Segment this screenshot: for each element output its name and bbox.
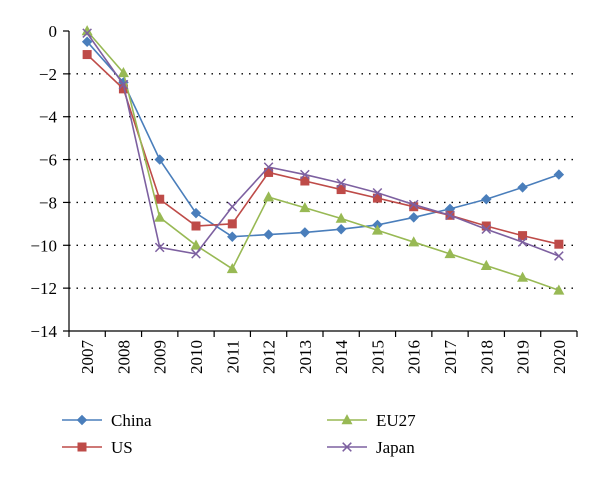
- data-point-eu27: [371, 224, 383, 235]
- legend-label: EU27: [376, 411, 416, 430]
- legend-label: Japan: [376, 438, 415, 457]
- x-tick-label: 2019: [514, 340, 533, 374]
- y-tick-label: −10: [30, 236, 57, 255]
- data-point-china: [263, 229, 274, 240]
- data-point-japan: [263, 162, 274, 172]
- data-point-eu27: [408, 236, 420, 247]
- data-point-eu27: [480, 259, 492, 270]
- data-point-eu27: [517, 271, 529, 282]
- data-point-china: [81, 36, 93, 47]
- axes: 0 −2 −4 −6 −8 −10 −12 −14 2007 2008 2009 2010 2011 20…: [30, 22, 578, 375]
- series-line-us: [86, 53, 560, 245]
- y-tick-label: −8: [39, 193, 57, 212]
- data-point-japan: [408, 199, 419, 210]
- data-point-us: [518, 231, 528, 241]
- data-point-eu27: [154, 211, 166, 222]
- series-line-japan: [86, 32, 560, 257]
- data-point-eu27: [553, 284, 565, 295]
- data-point-japan: [191, 249, 201, 259]
- data-point-japan: [227, 201, 238, 212]
- data-point-eu27: [299, 201, 311, 213]
- legend-marker-japan: [342, 442, 352, 452]
- data-point-japan: [372, 187, 383, 198]
- data-point-japan: [118, 79, 129, 90]
- data-point-china: [227, 231, 238, 242]
- data-point-eu27: [444, 248, 456, 259]
- data-point-us: [409, 202, 419, 212]
- data-point-us: [300, 176, 310, 186]
- data-point-eu27: [263, 191, 275, 202]
- data-point-china: [408, 212, 419, 223]
- data-point-us: [155, 194, 165, 204]
- y-tick-label: −2: [39, 65, 57, 84]
- legend-label: US: [111, 438, 133, 457]
- x-tick-label: 2020: [550, 340, 569, 374]
- x-tick-label: 2007: [78, 340, 97, 375]
- x-tick-label: 2010: [187, 340, 206, 374]
- legend-marker-eu27: [341, 414, 353, 425]
- series-eu27: [81, 25, 565, 295]
- x-tick-label: 2011: [223, 340, 242, 373]
- data-point-china: [517, 182, 528, 193]
- legend-item-us: US: [62, 438, 133, 457]
- legend-marker-us: [77, 442, 87, 452]
- x-tick-label: 2018: [477, 340, 496, 374]
- legend-item-china: China: [62, 411, 152, 430]
- data-point-china: [481, 193, 492, 205]
- series-japan: [82, 28, 564, 261]
- series-china: [81, 36, 565, 242]
- y-tick-label: −4: [39, 108, 58, 127]
- data-point-us: [191, 221, 201, 231]
- data-point-japan: [517, 237, 528, 247]
- data-point-china: [335, 223, 347, 235]
- data-point-eu27: [190, 239, 202, 250]
- data-point-china: [553, 169, 565, 180]
- legend-item-eu27: EU27: [327, 411, 416, 430]
- data-point-china: [154, 154, 165, 165]
- x-tick-label: 2009: [151, 340, 170, 374]
- x-tick-label: 2012: [260, 340, 279, 374]
- data-point-us: [82, 50, 92, 60]
- y-tick-label: −14: [30, 322, 57, 341]
- series-lines: [81, 25, 565, 295]
- data-point-us: [554, 239, 564, 249]
- data-point-japan: [154, 242, 165, 253]
- x-tick-label: 2016: [405, 340, 424, 374]
- x-tick-label: 2008: [114, 340, 133, 374]
- data-point-us: [372, 193, 382, 203]
- data-point-china: [190, 207, 202, 219]
- y-tick-label: −12: [30, 279, 57, 298]
- x-tick-label: 2013: [296, 340, 315, 374]
- data-point-eu27: [226, 263, 238, 274]
- legend-item-japan: Japan: [327, 438, 415, 457]
- y-tick-label: 0: [49, 22, 58, 41]
- x-tick-label: 2014: [332, 340, 351, 375]
- data-point-eu27: [335, 212, 347, 223]
- data-point-japan: [445, 210, 455, 221]
- y-tick-label: −6: [39, 151, 57, 170]
- data-point-us: [336, 185, 346, 195]
- legend-label: China: [111, 411, 152, 430]
- x-tick-label: 2015: [368, 340, 387, 374]
- data-point-japan: [300, 169, 310, 180]
- data-point-japan: [336, 178, 346, 188]
- series-line-china: [86, 41, 560, 238]
- data-point-japan: [554, 251, 564, 261]
- data-point-eu27: [117, 66, 129, 78]
- data-point-us: [227, 219, 237, 229]
- legend-marker-china: [76, 414, 88, 426]
- data-point-china: [299, 227, 311, 238]
- legend: China US EU27 Japan: [62, 411, 416, 457]
- data-point-japan: [481, 224, 492, 235]
- x-tick-label: 2017: [441, 340, 460, 375]
- series-line-eu27: [86, 30, 560, 292]
- data-point-japan: [82, 28, 92, 38]
